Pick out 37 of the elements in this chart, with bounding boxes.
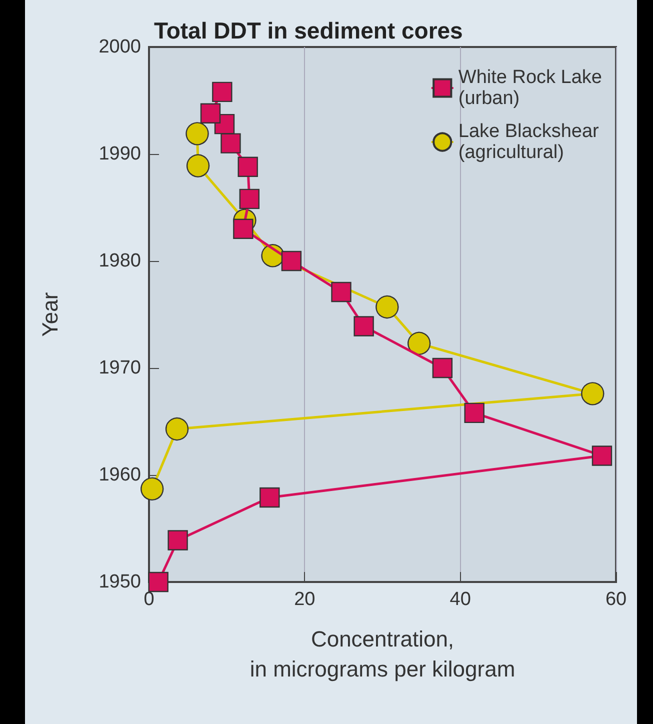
x-tick-label: 40 (450, 589, 471, 610)
point (581, 382, 604, 406)
point (238, 156, 258, 177)
x-axis-title: Concentration, in micrograms per kilogram (250, 626, 516, 682)
y-tick-label: 1970 (98, 358, 141, 378)
point (260, 487, 280, 508)
point (186, 154, 210, 178)
y-tick-label: 1990 (98, 144, 141, 164)
point (165, 417, 189, 441)
point (233, 218, 254, 239)
point (140, 477, 164, 501)
x-tick-label: 20 (294, 589, 316, 610)
point (186, 122, 209, 146)
y-tick-label: 1950 (98, 572, 141, 592)
y-tick-label: 1980 (98, 250, 141, 272)
point (200, 103, 221, 124)
point (331, 282, 352, 302)
chart-title: Total DDT in sediment cores (154, 18, 463, 44)
point (376, 295, 399, 319)
point (592, 446, 612, 466)
point (239, 188, 260, 210)
point (212, 82, 232, 102)
point (220, 133, 241, 154)
y-tick-label: 1960 (98, 464, 141, 486)
point (148, 572, 168, 592)
point (354, 316, 374, 336)
point (168, 530, 188, 550)
legend-label: Lake Blackshear (agricultural) (458, 121, 600, 163)
legend-label: White Rock Lake (urban) (458, 67, 602, 109)
point (464, 402, 484, 424)
y-tick-label: 2000 (98, 36, 141, 58)
point (432, 358, 453, 378)
x-tick-label: 60 (605, 589, 627, 610)
point (281, 250, 302, 272)
point (408, 332, 431, 355)
x-tick-label: 0 (144, 589, 154, 610)
y-axis-title: Year (38, 292, 62, 337)
